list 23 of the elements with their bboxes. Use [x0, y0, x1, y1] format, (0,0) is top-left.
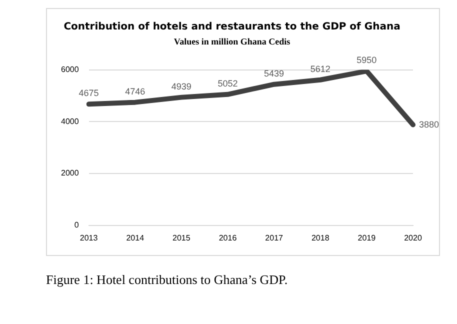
y-tick-label: 0 — [74, 220, 80, 230]
data-label: 5612 — [310, 64, 330, 74]
data-label: 5439 — [264, 68, 284, 78]
data-label: 4939 — [171, 81, 192, 92]
x-tick-label: 2018 — [311, 233, 330, 242]
x-tick-label: 2020 — [404, 233, 422, 242]
y-tick-label: 6000 — [61, 65, 80, 74]
x-tick-label: 2013 — [80, 233, 98, 242]
data-label: 4675 — [78, 88, 99, 98]
data-label: 5052 — [218, 78, 238, 88]
x-tick-label: 2019 — [358, 233, 376, 242]
x-tick-label: 2016 — [218, 233, 238, 242]
x-tick-label: 2017 — [265, 233, 284, 242]
chart-title: Contribution of hotels and restaurants to the GDP of Ghana — [64, 22, 400, 33]
x-tick-label: 2014 — [126, 233, 145, 242]
data-label: 3880 — [419, 119, 440, 130]
y-tick-label: 4000 — [61, 116, 80, 126]
data-label: 4746 — [125, 86, 146, 96]
chart-subtitle: Values in million Ghana Cedis — [174, 36, 291, 47]
x-tick-label: 2015 — [172, 233, 191, 242]
y-tick-label: 2000 — [61, 168, 80, 178]
data-label: 5950 — [356, 55, 377, 66]
caption: Figure 1: Hotel contributions to Ghana’s GDP. — [46, 272, 288, 288]
